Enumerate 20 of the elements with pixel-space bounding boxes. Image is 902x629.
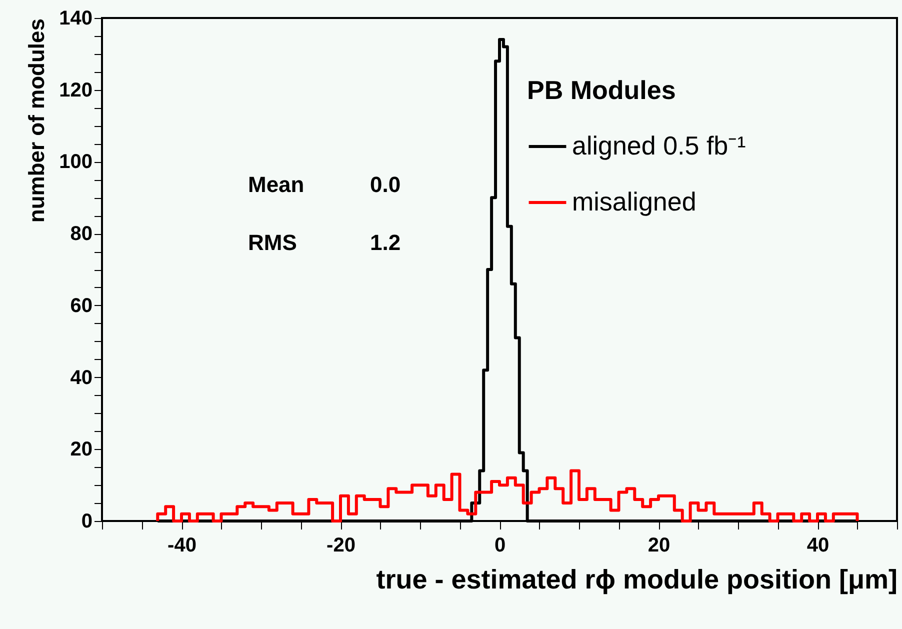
y-tick-label: 80 bbox=[70, 223, 92, 246]
x-axis-title: true - estimated rϕ module position [μm] bbox=[376, 564, 898, 594]
y-tick-label: 0 bbox=[81, 510, 92, 532]
legend-label: misaligned bbox=[572, 186, 696, 216]
y-tick-label: 20 bbox=[70, 438, 92, 461]
x-tick-label: 0 bbox=[494, 534, 506, 556]
y-tick-label: 100 bbox=[59, 151, 92, 174]
y-tick-label: 60 bbox=[70, 294, 92, 317]
x-tick-label: 40 bbox=[806, 534, 830, 556]
x-tick-label: -20 bbox=[326, 534, 356, 556]
text: RMS 1.2 bbox=[248, 230, 401, 255]
x-tick-label: 20 bbox=[648, 534, 670, 556]
x-tick-label: -40 bbox=[168, 534, 196, 556]
text: Mean 0.0 bbox=[248, 172, 401, 197]
y-tick-label: 120 bbox=[59, 79, 92, 102]
y-tick-label: 40 bbox=[70, 366, 92, 389]
legend-title: PB Modules bbox=[527, 75, 676, 105]
y-tick-label: 140 bbox=[59, 8, 92, 30]
legend-label: aligned 0.5 fb⁻¹ bbox=[572, 130, 746, 160]
y-axis-title: number of modules bbox=[24, 18, 50, 223]
